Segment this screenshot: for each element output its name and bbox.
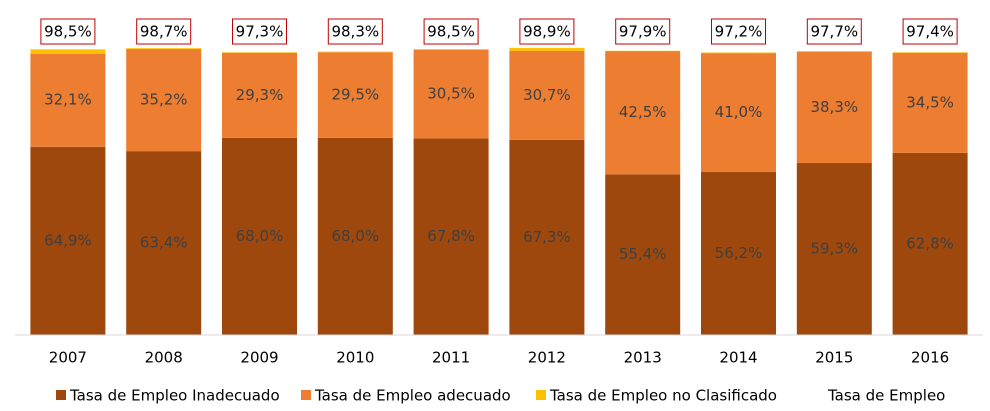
legend-swatch [56, 390, 66, 400]
bar-segment [126, 151, 202, 335]
value-label: 64,9% [44, 231, 92, 249]
x-tick-label: 2013 [624, 349, 662, 367]
x-tick-label: 2016 [911, 349, 949, 367]
bar-segment [222, 137, 297, 335]
total-box [423, 18, 479, 45]
bar-segment [509, 139, 585, 335]
bar-segment [126, 49, 202, 152]
total-box [615, 18, 671, 45]
value-label: 29,5% [331, 86, 379, 104]
bar-segment [317, 51, 393, 53]
legend-swatch [536, 390, 546, 400]
bar-segment [222, 52, 297, 138]
bar-segment [30, 49, 106, 54]
total-label: 98,5% [427, 23, 475, 41]
value-label: 35,2% [140, 91, 188, 109]
value-label: 55,4% [619, 245, 667, 263]
total-label: 97,3% [236, 23, 284, 41]
total-label: 98,5% [44, 23, 92, 41]
bar-segment [413, 49, 489, 139]
bar-segment [509, 47, 585, 51]
x-tick-label: 2010 [336, 349, 374, 367]
total-box [519, 18, 575, 45]
total-box [806, 18, 862, 45]
total-box [711, 18, 766, 45]
bar-segment [701, 53, 776, 173]
total-box [136, 18, 192, 45]
value-label: 34,5% [906, 93, 954, 111]
bar-segment [892, 52, 968, 153]
bar-segment [413, 138, 489, 335]
total-label: 98,7% [140, 23, 188, 41]
x-tick-label: 2012 [528, 349, 566, 367]
value-label: 29,3% [236, 86, 284, 104]
x-tick-label: 2015 [815, 349, 853, 367]
value-label: 41,0% [715, 103, 763, 121]
total-box [902, 18, 958, 45]
x-tick-label: 2009 [240, 349, 278, 367]
value-label: 56,2% [715, 244, 763, 262]
total-box [232, 18, 287, 45]
x-tick-label: 2014 [719, 349, 757, 367]
total-label: 98,3% [331, 23, 379, 41]
bar-segment [605, 174, 681, 335]
value-label: 38,3% [810, 98, 858, 116]
value-label: 67,3% [523, 228, 571, 246]
value-label: 30,7% [523, 86, 571, 104]
total-box [40, 18, 96, 45]
x-tick-label: 2007 [49, 349, 87, 367]
bar-segment [701, 172, 776, 335]
total-label: 97,9% [619, 23, 667, 41]
total-label: 97,2% [715, 23, 763, 41]
legend-label: Tasa de Empleo [827, 387, 945, 405]
bar-segment [892, 152, 968, 335]
total-label: 98,9% [523, 23, 571, 41]
bar-segment [509, 50, 585, 140]
value-label: 30,5% [427, 85, 475, 103]
bar-segment [222, 52, 297, 53]
bar-segment [796, 51, 872, 164]
x-tick-label: 2011 [432, 349, 470, 367]
value-label: 63,4% [140, 234, 188, 252]
bar-segment [317, 137, 393, 335]
total-label: 97,4% [906, 23, 954, 41]
x-tick-label: 2008 [145, 349, 183, 367]
value-label: 32,1% [44, 91, 92, 109]
total-label: 97,7% [810, 23, 858, 41]
bar-segment [30, 146, 106, 335]
bar-segment [892, 52, 968, 53]
value-label: 62,8% [906, 234, 954, 252]
total-box [327, 18, 383, 45]
bar-segment [413, 49, 489, 50]
bar-segment [701, 52, 776, 54]
value-label: 42,5% [619, 103, 667, 121]
value-label: 67,8% [427, 227, 475, 245]
legend-label: Tasa de Empleo adecuado [314, 387, 511, 405]
value-label: 68,0% [236, 227, 284, 245]
value-label: 68,0% [331, 227, 379, 245]
value-label: 59,3% [810, 240, 858, 258]
bar-segment [796, 51, 872, 52]
bar-segment [605, 51, 681, 175]
bar-segment [317, 52, 393, 138]
bar-segment [796, 163, 872, 335]
legend-label: Tasa de Empleo Inadecuado [69, 387, 280, 405]
legend-swatch [301, 390, 311, 400]
bar-segment [126, 48, 202, 50]
legend-label: Tasa de Empleo no Clasificado [549, 387, 777, 405]
bar-segment [30, 53, 106, 147]
